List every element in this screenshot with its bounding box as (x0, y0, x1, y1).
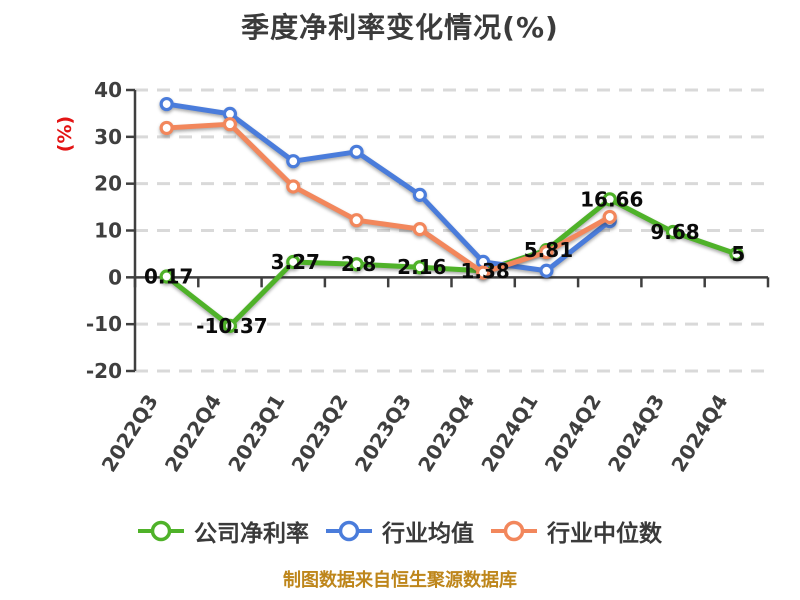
value-label: -10.37 (196, 314, 268, 338)
data-point-industry-median[interactable] (412, 221, 427, 237)
legend-item-industry-average[interactable]: 行业均值 (326, 514, 474, 548)
x-tick-label: 2024Q4 (666, 390, 732, 476)
legend-item-company-net-margin[interactable]: 公司净利率 (138, 514, 309, 548)
y-axis-labels: 40 30 20 10 0 -10 -20 (86, 78, 122, 383)
x-axis-labels: 2022Q32022Q42023Q12023Q22023Q32023Q42024… (97, 390, 733, 476)
data-point-company-net-margin[interactable] (665, 224, 681, 240)
value-label: 5 (731, 242, 745, 266)
x-tick-label: 2023Q4 (413, 390, 479, 476)
legend-marker-industry-median (491, 520, 537, 542)
data-point-company-net-margin[interactable] (349, 257, 364, 272)
data-point-industry-median[interactable] (286, 179, 301, 194)
x-tick-label: 2024Q1 (476, 390, 542, 476)
value-labels-company-net-margin: 0.17 -10.37 3.27 2.8 2.16 1.38 5.81 16.66 9.68 5 (144, 187, 745, 338)
x-tick-label: 2024Q3 (603, 390, 669, 476)
x-tick-label: 2022Q3 (97, 390, 163, 476)
series-industry-median (159, 117, 617, 280)
y-tick-label: 10 (94, 219, 122, 243)
axes (126, 88, 770, 373)
y-tick-label: 0 (108, 265, 122, 289)
data-point-industry-average[interactable] (539, 263, 554, 278)
data-source-note: 制图数据来自恒生聚源数据库 (283, 570, 517, 591)
data-point-industry-median[interactable] (602, 209, 617, 225)
y-tick-label: -10 (86, 312, 122, 336)
x-tick-label: 2024Q2 (540, 390, 606, 476)
data-point-company-net-margin[interactable] (286, 254, 301, 270)
data-point-industry-average[interactable] (349, 144, 364, 159)
data-point-company-net-margin[interactable] (222, 318, 238, 333)
data-point-industry-median[interactable] (349, 213, 364, 228)
data-point-industry-average[interactable] (159, 96, 174, 112)
value-label: 16.66 (580, 187, 643, 211)
series-industry-average (159, 96, 617, 278)
y-axis-name: (%) (54, 116, 76, 152)
y-tick-label: -20 (86, 359, 122, 383)
value-label: 9.68 (650, 220, 699, 244)
legend-label: 公司净利率 (194, 521, 309, 547)
legend-label: 行业中位数 (547, 521, 662, 547)
data-point-company-net-margin[interactable] (602, 192, 617, 207)
legend-label: 行业均值 (382, 521, 474, 547)
value-label: 3.27 (271, 250, 320, 274)
data-point-industry-median[interactable] (539, 244, 554, 260)
value-label: 2.16 (397, 255, 446, 279)
data-point-industry-average[interactable] (286, 154, 301, 169)
legend: 公司净利率 行业均值 行业中位数 (0, 514, 800, 548)
series-line-company-net-margin (164, 196, 739, 329)
legend-item-industry-median[interactable]: 行业中位数 (491, 514, 662, 548)
series-company-net-margin (159, 192, 744, 333)
data-point-company-net-margin[interactable] (412, 260, 427, 275)
legend-marker-industry-average (326, 520, 372, 542)
y-tick-label: 40 (94, 78, 122, 102)
data-point-industry-median[interactable] (159, 120, 174, 136)
chart-title: 季度净利率变化情况(%) (241, 11, 559, 44)
data-point-company-net-margin[interactable] (159, 269, 174, 284)
data-point-company-net-margin[interactable] (729, 246, 744, 262)
y-tick-label: 20 (94, 172, 122, 196)
y-tick-label: 30 (94, 125, 122, 149)
x-tick-label: 2023Q1 (223, 390, 289, 476)
x-tick-label: 2023Q3 (350, 390, 416, 476)
series-line-industry-average (164, 101, 613, 274)
legend-marker-company-net-margin (138, 520, 184, 542)
data-point-industry-median[interactable] (222, 117, 238, 132)
value-label: 5.81 (524, 238, 573, 262)
value-label: 0.17 (144, 265, 193, 289)
value-label: 1.38 (460, 259, 509, 283)
data-point-industry-average[interactable] (412, 187, 427, 203)
x-tick-label: 2022Q4 (160, 390, 226, 476)
series-line-industry-median (164, 121, 613, 276)
x-tick-label: 2023Q2 (287, 390, 353, 476)
data-point-industry-median[interactable] (476, 265, 491, 280)
value-label: 2.8 (341, 252, 376, 276)
